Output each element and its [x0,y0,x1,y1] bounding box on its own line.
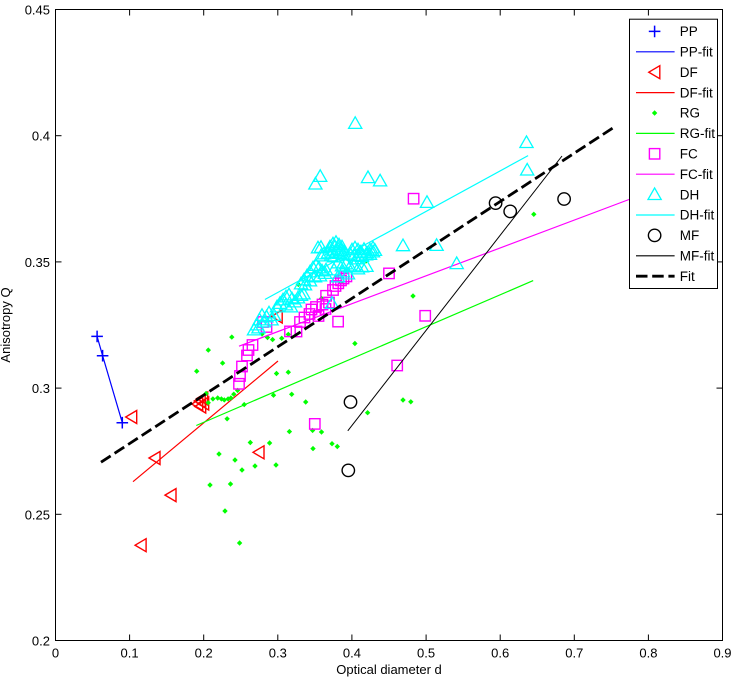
svg-text:0.2: 0.2 [195,645,213,660]
svg-text:FC: FC [680,147,698,162]
svg-text:0.9: 0.9 [713,645,731,660]
svg-text:Anisotropy Q: Anisotropy Q [0,287,13,362]
svg-text:DF-fit: DF-fit [680,85,713,100]
svg-text:PP: PP [680,24,698,39]
svg-text:0.45: 0.45 [25,3,50,18]
svg-text:0.7: 0.7 [565,645,583,660]
svg-text:RG-fit: RG-fit [680,126,715,141]
svg-text:0.4: 0.4 [343,645,361,660]
svg-text:0.25: 0.25 [25,507,50,522]
svg-text:FC-fit: FC-fit [680,167,713,182]
svg-text:0.1: 0.1 [121,645,139,660]
svg-text:DH-fit: DH-fit [680,208,715,223]
svg-text:0.6: 0.6 [491,645,509,660]
svg-text:0: 0 [52,645,59,660]
svg-text:0.3: 0.3 [32,381,50,396]
svg-text:Fit: Fit [680,269,695,284]
svg-text:0.5: 0.5 [417,645,435,660]
svg-text:DH: DH [680,187,700,202]
svg-text:MF: MF [680,228,700,243]
svg-text:DF: DF [680,65,698,80]
svg-text:0.8: 0.8 [639,645,657,660]
svg-text:0.3: 0.3 [269,645,287,660]
svg-text:0.35: 0.35 [25,255,50,270]
svg-text:PP-fit: PP-fit [680,45,713,60]
svg-text:MF-fit: MF-fit [680,249,715,264]
svg-text:RG: RG [680,106,700,121]
svg-text:0.4: 0.4 [32,129,50,144]
svg-text:0.2: 0.2 [32,634,50,649]
svg-text:Optical diameter d: Optical diameter d [336,662,442,677]
